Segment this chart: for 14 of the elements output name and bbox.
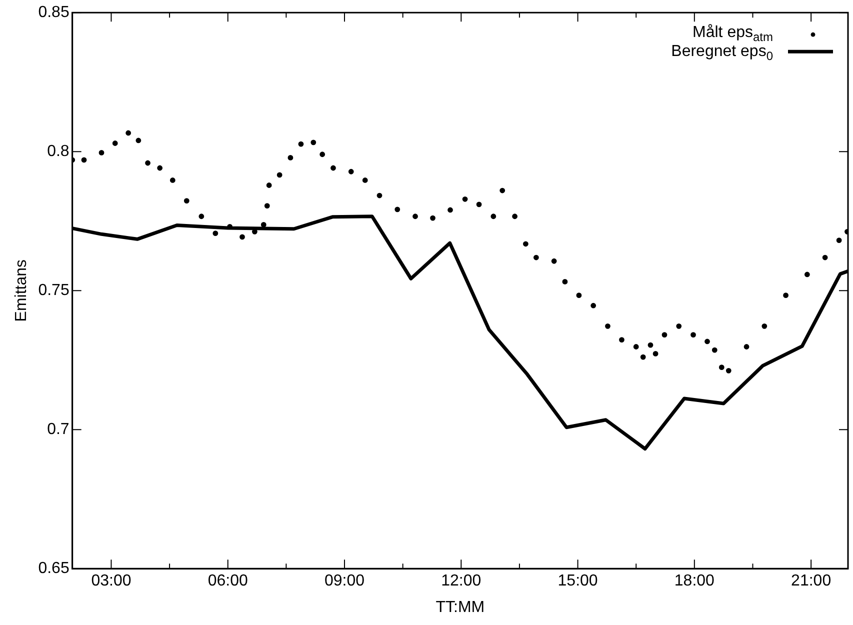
y-tick-label: 0.85	[38, 4, 70, 22]
y-tick-label: 0.65	[38, 560, 70, 578]
y-tick-label: 0.8	[47, 143, 70, 160]
x-tick-label: 18:00	[674, 572, 715, 590]
y-tick-label: 0.7	[47, 421, 70, 438]
x-tick-label: 21:00	[791, 572, 832, 590]
x-tick-label: 12:00	[441, 572, 482, 590]
y-axis-title: Emittans	[13, 259, 30, 322]
x-tick-label: 15:00	[558, 572, 598, 590]
x-tick-label: 06:00	[208, 572, 248, 590]
x-tick-label: 09:00	[324, 572, 365, 590]
x-tick-label: 03:00	[91, 572, 132, 590]
x-axis-title: TT:MM	[436, 598, 485, 616]
y-tick-label: 0.75	[38, 282, 70, 300]
